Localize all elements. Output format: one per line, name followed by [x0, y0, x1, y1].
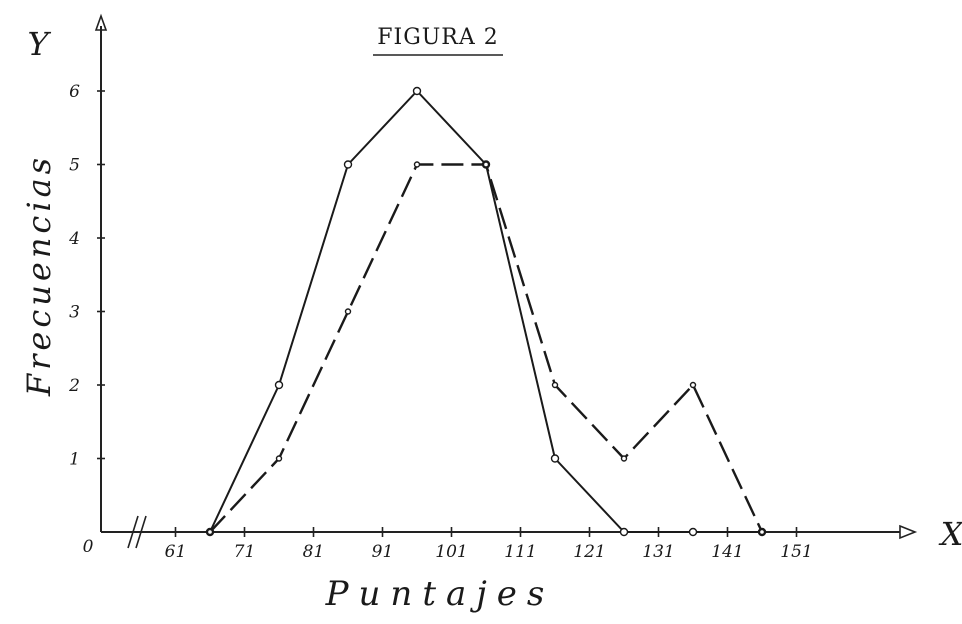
x-tick-label: 121: [573, 542, 605, 562]
y-tick-label: 3: [69, 303, 80, 323]
y-tick-label: 5: [69, 156, 80, 176]
x-axis-letter: X: [938, 515, 962, 553]
dashed-series-point: [413, 161, 421, 168]
solid-series-point: [412, 86, 422, 96]
x-tick-label: 71: [234, 542, 256, 562]
x-tick-label: 81: [303, 542, 325, 562]
y-tick-label: 4: [68, 229, 80, 249]
dashed-series-point: [275, 455, 283, 462]
dashed-series-point: [689, 381, 697, 389]
x-tick-label: 141: [711, 542, 743, 562]
solid-series-point: [343, 160, 353, 169]
y-ticks: 1 2 3 4 5 6: [68, 82, 105, 470]
y-tick-label: 6: [69, 82, 80, 102]
x-tick-label: 131: [642, 542, 674, 562]
axis-break-mark: [127, 515, 147, 549]
y-tick-label: 2: [68, 376, 80, 396]
axes: [94, 13, 918, 549]
solid-series-point: [550, 454, 560, 463]
chart-title: FIGURA 2: [377, 25, 499, 50]
dashed-series-point: [482, 161, 490, 168]
x-tick-label: 111: [504, 542, 536, 562]
series-layer: [205, 86, 767, 537]
dashed-series-point: [344, 308, 352, 315]
solid-series-point: [619, 527, 629, 537]
dashed-series-point: [551, 381, 559, 389]
dashed-series-line: [209, 163, 764, 533]
x-tick-label: 61: [165, 542, 187, 562]
dashed-series-point: [620, 455, 628, 462]
dashed-series-point: [758, 528, 766, 536]
x-ticks: 61 71 81 91 101 111 121 131 141 151: [165, 527, 813, 562]
dashed-series-point: [206, 528, 214, 536]
x-axis-arrow: [899, 524, 918, 540]
solid-series-point: [274, 380, 284, 390]
x-tick-label: 151: [780, 542, 812, 562]
x-axis-title: Puntajes: [325, 574, 555, 614]
x-tick-label: 91: [372, 542, 394, 562]
y-axis-title: Frecuencias: [20, 154, 58, 397]
solid-series-line: [209, 90, 762, 533]
y-axis-arrow: [94, 13, 108, 31]
y-tick-label: 1: [69, 450, 80, 470]
y-axis-letter: Y: [27, 25, 51, 63]
x-tick-label: 101: [435, 542, 467, 562]
origin-label: 0: [83, 537, 94, 557]
solid-series-point: [688, 527, 698, 537]
